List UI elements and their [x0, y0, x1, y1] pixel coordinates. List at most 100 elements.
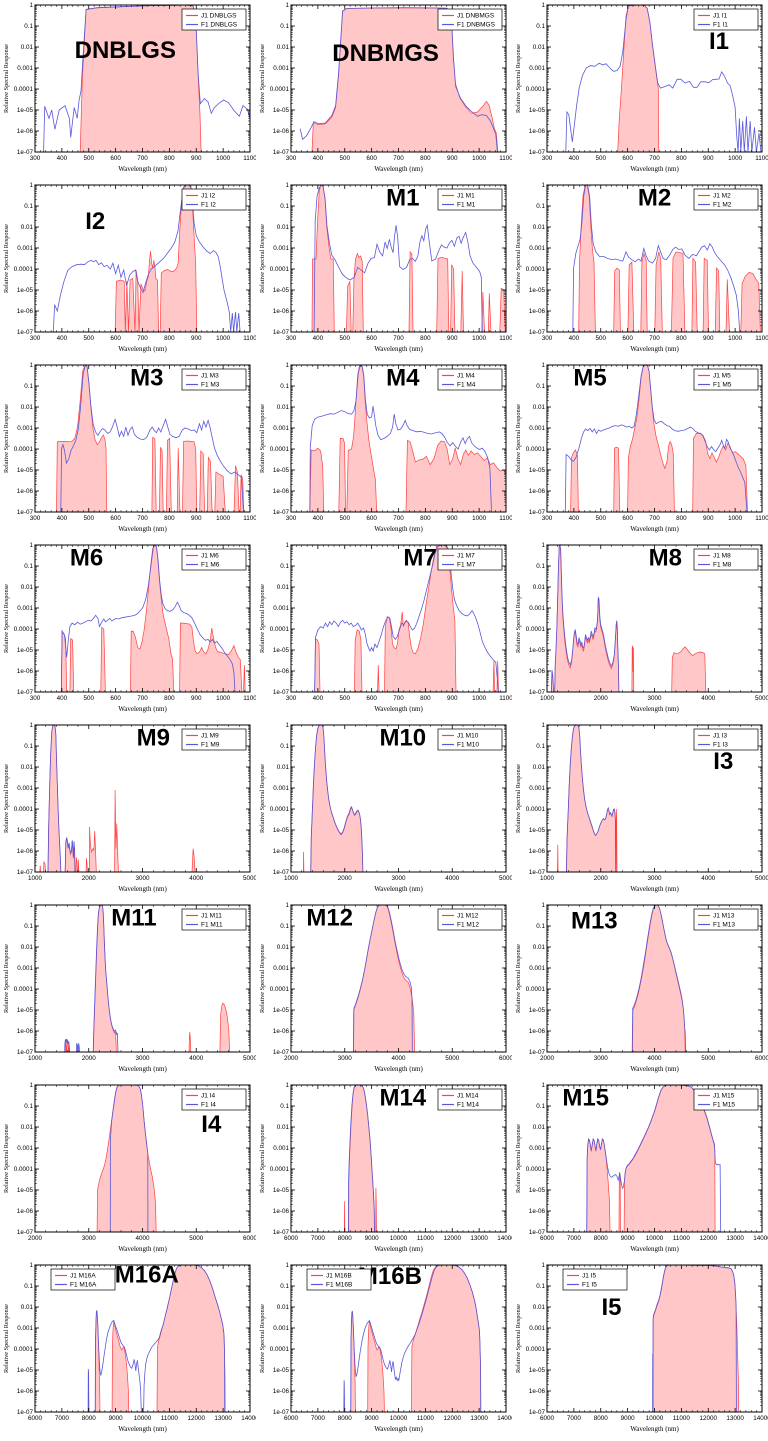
y-tick-label: 1e-05	[17, 827, 34, 834]
x-tick-label: 10000	[390, 1235, 408, 1242]
x-tick-label: 14000	[241, 1415, 256, 1422]
x-tick-label: 9000	[621, 1235, 636, 1242]
y-tick-label: 0.0001	[270, 1166, 290, 1173]
y-tick-label: 0.0001	[14, 86, 34, 93]
y-tick-label: 0.1	[24, 923, 33, 930]
subplot-M12: 2000 3000 4000 5000 6000 1 0.1 0.01 0.001 0.0001 1…	[256, 900, 512, 1080]
x-tick-label: 500	[339, 155, 350, 162]
chart-M11: 1000 2000 3000 4000 5000 1 0.1 0.01 0.001 0.0001 1…	[0, 900, 256, 1080]
x-tick-label: 600	[110, 695, 121, 702]
x-tick-label: 4000	[701, 875, 716, 882]
y-tick-label: 1	[29, 1262, 33, 1269]
y-tick-label: 0.1	[536, 563, 545, 570]
x-tick-label: 500	[83, 155, 94, 162]
x-tick-label: 1100	[243, 335, 256, 342]
y-tick-label: 0.1	[536, 203, 545, 210]
y-tick-label: 0.0001	[14, 626, 34, 633]
y-tick-label: 1e-06	[273, 668, 290, 675]
x-tick-label: 1000	[216, 335, 231, 342]
y-tick-label: 1e-06	[529, 1208, 546, 1215]
y-tick-label: 0.001	[273, 965, 289, 972]
x-tick-label: 1000	[284, 875, 299, 882]
x-tick-label: 11000	[417, 1235, 435, 1242]
y-tick-label: 1e-05	[529, 647, 546, 654]
series-f1-M6	[60, 544, 236, 693]
x-tick-label: 1100	[243, 155, 256, 162]
legend-label: J1 M8	[713, 553, 731, 560]
legend-label: J1 I3	[713, 733, 727, 740]
x-tick-label: 2000	[284, 1055, 299, 1062]
y-tick-label: 1e-05	[529, 1187, 546, 1194]
y-tick-label: 0.001	[17, 65, 33, 72]
x-tick-label: 900	[191, 515, 202, 522]
plot-title-M7: M7	[403, 545, 436, 572]
x-tick-label: 4000	[391, 1055, 406, 1062]
chart-M3: 300 400 500 600 700 800 900 1000 1100 1 0.1 0.01 0.0…	[0, 360, 256, 540]
y-tick-label: 1	[285, 182, 289, 189]
legend-I1: J1 I1 F1 I1	[693, 8, 759, 31]
y-tick-label: 0.1	[280, 1283, 289, 1290]
legend-label: F1 M10	[457, 742, 479, 749]
x-tick-label: 900	[191, 335, 202, 342]
x-tick-label: 1100	[755, 335, 768, 342]
chart-M9: 1000 2000 3000 4000 5000 1 0.1 0.01 0.001 0.0001 1…	[0, 720, 256, 900]
y-axis-label: Relative Spectral Response	[3, 404, 10, 473]
legend-label: F1 M5	[713, 382, 732, 389]
x-tick-label: 11000	[161, 1415, 179, 1422]
y-tick-label: 0.01	[21, 224, 34, 231]
x-tick-label: 10000	[134, 1415, 152, 1422]
x-tick-label: 1100	[243, 695, 256, 702]
y-tick-label: 1	[285, 542, 289, 549]
y-tick-label: 1e-06	[17, 488, 34, 495]
y-tick-label: 0.001	[529, 605, 545, 612]
legend-M6: J1 M6 F1 M6	[181, 548, 247, 571]
y-tick-label: 0.001	[529, 1325, 545, 1332]
x-tick-label: 700	[649, 335, 660, 342]
x-axis-label: Wavelength (nm)	[630, 885, 679, 893]
plot-title-M9: M9	[137, 725, 170, 752]
plot-title-M12: M12	[306, 905, 353, 932]
x-tick-label: 14000	[753, 1415, 768, 1422]
y-tick-label: 0.0001	[526, 1166, 546, 1173]
x-tick-label: 400	[313, 155, 324, 162]
subplot-M3: 300 400 500 600 700 800 900 1000 1100 1 0.1 0.01 0.0…	[0, 360, 256, 540]
x-tick-label: 800	[420, 155, 431, 162]
y-tick-label: 1e-07	[273, 149, 290, 156]
x-tick-label: 600	[366, 155, 377, 162]
x-tick-label: 9000	[365, 1415, 380, 1422]
x-tick-label: 1100	[499, 335, 512, 342]
legend-label: F1 M8	[713, 562, 732, 569]
x-tick-label: 8000	[338, 1415, 353, 1422]
x-tick-label: 6000	[499, 1055, 512, 1062]
legend-label: J1 M10	[457, 733, 479, 740]
y-axis-label: Relative Spectral Response	[259, 584, 266, 653]
y-tick-label: 0.01	[533, 764, 546, 771]
x-tick-label: 600	[622, 335, 633, 342]
y-tick-label: 1e-06	[17, 1028, 34, 1035]
legend-label: F1 M3	[201, 382, 220, 389]
x-tick-label: 600	[366, 515, 377, 522]
x-tick-label: 14000	[497, 1415, 512, 1422]
plot-title-I4: I4	[201, 1111, 222, 1138]
x-axis-label: Wavelength (nm)	[374, 705, 423, 713]
y-tick-label: 1e-07	[529, 149, 546, 156]
y-tick-label: 1	[541, 182, 545, 189]
legend-label: F1 M16A	[70, 1282, 97, 1289]
x-tick-label: 7000	[55, 1415, 70, 1422]
x-tick-label: 3000	[647, 695, 662, 702]
y-tick-label: 1e-06	[17, 1208, 34, 1215]
x-tick-label: 2000	[540, 1055, 555, 1062]
legend-label: F1 M14	[457, 1102, 479, 1109]
y-tick-label: 1e-06	[17, 848, 34, 855]
x-tick-label: 1100	[755, 155, 768, 162]
chart-M15: 6000 7000 8000 9000 10000 11000 12000 13000 1400…	[512, 1080, 768, 1260]
series-f1-M7	[314, 544, 499, 693]
y-tick-label: 0.01	[277, 224, 290, 231]
legend-I3: J1 I3 F1 I3	[693, 728, 759, 751]
legend-M13: J1 M13 F1 M13	[693, 908, 759, 931]
x-tick-label: 900	[703, 515, 714, 522]
plot-title-I5: I5	[601, 1294, 621, 1321]
y-tick-label: 0.1	[24, 23, 33, 30]
x-axis-label: Wavelength (nm)	[118, 1245, 167, 1253]
x-tick-label: 11000	[673, 1235, 691, 1242]
